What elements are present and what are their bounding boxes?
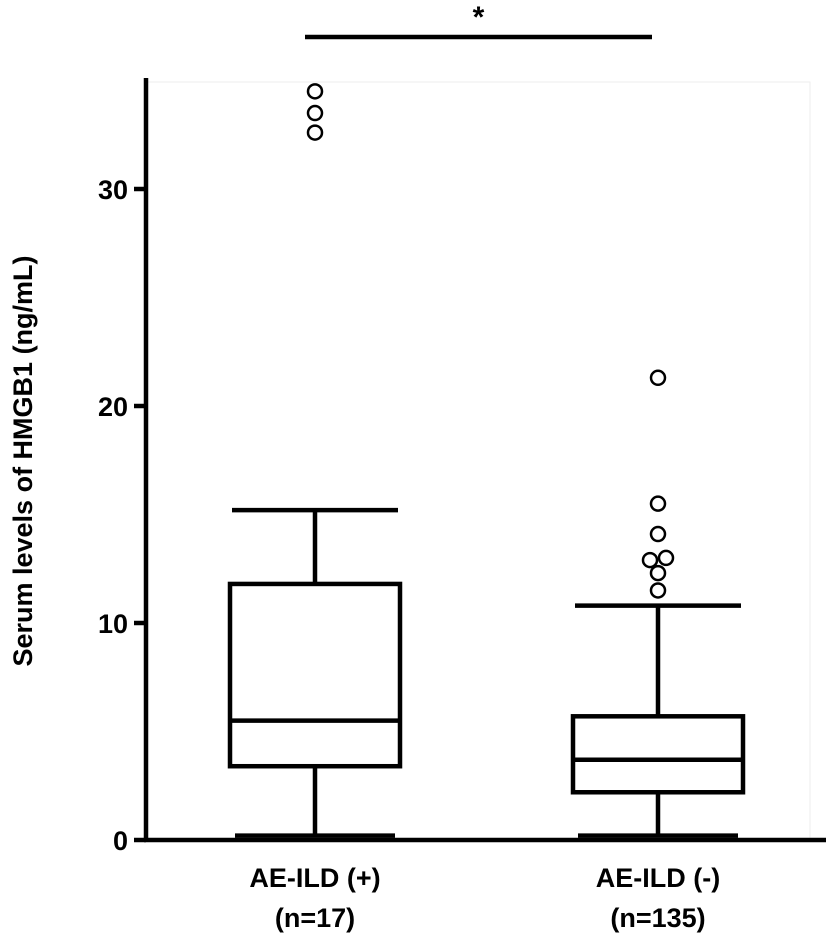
y-tick-label-30: 30	[98, 175, 128, 205]
outlier-point	[657, 549, 675, 567]
outlier-point	[306, 104, 324, 122]
outlier-point	[649, 369, 667, 387]
outlier-point	[306, 83, 324, 100]
labels: AE-ILD (+) (n=17) AE-ILD (-) (n=135) *	[249, 1, 720, 933]
box-group-1	[227, 83, 403, 838]
y-tick-label-10: 10	[98, 609, 128, 639]
outlier-point	[649, 582, 667, 599]
box-group-2	[570, 369, 746, 838]
outlier-point	[649, 495, 667, 512]
significance-label: *	[473, 1, 485, 34]
boxes	[227, 83, 746, 838]
box-iqr	[570, 714, 746, 795]
y-tick-label-20: 20	[98, 392, 128, 422]
outlier-point	[641, 551, 659, 569]
x-category-n-label-2: (n=135)	[610, 903, 705, 933]
x-category-label-1: AE-ILD (+)	[249, 863, 380, 893]
outlier-point	[649, 564, 667, 582]
outlier-point	[306, 124, 324, 141]
x-category-label-2: AE-ILD (-)	[596, 863, 720, 893]
x-category-n-label-1: (n=17)	[275, 903, 355, 933]
outlier-point	[649, 525, 667, 543]
axes: 0 10 20 30	[98, 78, 826, 856]
y-axis-title: Serum levels of HMGB1 (ng/mL)	[8, 255, 38, 666]
box-iqr	[227, 581, 403, 769]
y-tick-label-0: 0	[113, 826, 128, 856]
